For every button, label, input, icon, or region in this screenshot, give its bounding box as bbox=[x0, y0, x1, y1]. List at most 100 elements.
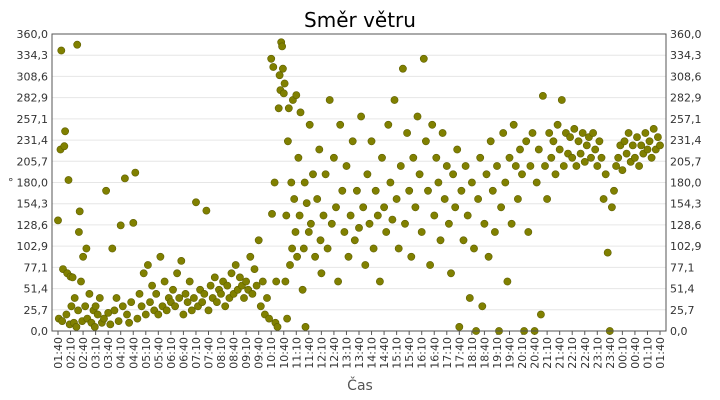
data-point bbox=[252, 281, 261, 290]
x-tick-label: 07:10 bbox=[190, 337, 203, 369]
data-point bbox=[125, 318, 134, 327]
data-point bbox=[415, 170, 424, 179]
data-point bbox=[332, 203, 340, 212]
data-point bbox=[444, 219, 453, 228]
x-tick-label: 21:40 bbox=[554, 337, 567, 369]
data-point bbox=[305, 120, 314, 129]
data-point bbox=[246, 252, 255, 261]
chart-title: Směr větru bbox=[304, 8, 416, 32]
data-point bbox=[185, 277, 194, 286]
data-point bbox=[240, 294, 248, 302]
data-point bbox=[474, 195, 482, 203]
data-point bbox=[524, 228, 533, 236]
data-point bbox=[344, 252, 353, 261]
x-tick-label: 00:40 bbox=[629, 337, 642, 369]
x-axis-label: Čas bbox=[347, 376, 373, 394]
data-point bbox=[559, 162, 568, 170]
x-tick-label: 20:40 bbox=[529, 337, 542, 369]
data-point bbox=[300, 178, 309, 187]
data-point bbox=[254, 236, 263, 245]
data-point bbox=[459, 236, 468, 245]
data-point bbox=[580, 157, 589, 166]
data-point bbox=[566, 133, 574, 141]
data-point bbox=[428, 120, 437, 129]
data-point bbox=[384, 120, 393, 129]
data-point bbox=[131, 168, 140, 177]
data-point bbox=[325, 96, 334, 104]
data-point bbox=[390, 96, 399, 104]
data-point bbox=[256, 302, 265, 311]
y-tick-label-right: 231,4 bbox=[670, 134, 702, 147]
data-point bbox=[315, 145, 324, 154]
data-point bbox=[278, 42, 286, 51]
data-point bbox=[509, 120, 518, 129]
plot-frame bbox=[51, 33, 667, 332]
data-point bbox=[570, 124, 579, 133]
data-point bbox=[323, 244, 332, 253]
data-point bbox=[601, 170, 610, 179]
data-point bbox=[121, 174, 129, 183]
data-point bbox=[93, 310, 102, 319]
x-tick-label: 05:10 bbox=[140, 337, 153, 369]
y-tick-label-right: 205,7 bbox=[670, 155, 702, 168]
x-tick-label: 03:40 bbox=[102, 337, 115, 369]
data-point bbox=[279, 89, 288, 98]
data-point bbox=[286, 261, 294, 269]
data-point bbox=[582, 141, 591, 150]
data-point bbox=[432, 153, 441, 162]
y-axis-right: 360,0 334,3 308,6 282,9 257,1 231,4 205,7 180,0… bbox=[670, 28, 702, 338]
x-tick-label: 23:10 bbox=[591, 337, 604, 369]
data-point bbox=[595, 137, 604, 146]
data-point bbox=[272, 277, 281, 286]
x-tick-label: 07:40 bbox=[203, 337, 216, 369]
x-axis: 01:40 02:10 02:40 03:10 03:40 04:10 04:40 05:10… bbox=[52, 331, 667, 369]
data-point bbox=[593, 162, 602, 170]
data-point bbox=[453, 145, 462, 154]
data-point bbox=[369, 244, 378, 253]
x-tick-label: 04:10 bbox=[115, 337, 128, 369]
y-tick-label-right: 334,3 bbox=[670, 49, 702, 62]
data-point bbox=[537, 310, 545, 319]
data-point bbox=[316, 236, 325, 245]
data-point bbox=[645, 137, 654, 146]
x-tick-label: 11:10 bbox=[290, 337, 303, 369]
data-point bbox=[649, 124, 658, 133]
data-point bbox=[386, 178, 395, 187]
data-point bbox=[641, 129, 650, 137]
y-tick-label-left: 180,0 bbox=[17, 177, 49, 190]
data-point bbox=[206, 281, 215, 290]
data-point bbox=[656, 141, 664, 150]
data-point bbox=[336, 120, 345, 129]
y-axis-left: 360,0 334,3 308,6 282,9 257,1 231,4 205,7 180,0… bbox=[17, 28, 49, 338]
data-point bbox=[274, 104, 283, 113]
data-point bbox=[268, 209, 276, 218]
data-point bbox=[463, 211, 472, 220]
data-point bbox=[557, 96, 566, 104]
data-point bbox=[198, 298, 207, 306]
data-point bbox=[543, 195, 551, 203]
data-point bbox=[227, 269, 236, 278]
x-tick-label: 17:40 bbox=[453, 337, 466, 369]
data-point bbox=[436, 236, 445, 245]
data-point bbox=[304, 228, 313, 236]
data-point bbox=[79, 252, 87, 261]
data-point bbox=[388, 215, 397, 224]
data-point bbox=[129, 218, 138, 227]
x-tick-label: 11:40 bbox=[303, 337, 316, 369]
data-point bbox=[263, 294, 271, 302]
data-point bbox=[589, 129, 597, 137]
data-point bbox=[424, 186, 432, 195]
y-tick-label-right: 77,1 bbox=[670, 261, 695, 274]
x-tick-label: 14:40 bbox=[378, 337, 391, 369]
data-point bbox=[102, 186, 110, 195]
x-tick-label: 20:10 bbox=[516, 337, 529, 369]
data-point bbox=[114, 317, 123, 325]
data-point bbox=[217, 289, 225, 298]
data-point bbox=[647, 153, 656, 162]
data-point bbox=[298, 285, 307, 294]
data-point bbox=[200, 289, 209, 298]
data-point bbox=[175, 294, 184, 302]
data-point bbox=[470, 244, 478, 253]
